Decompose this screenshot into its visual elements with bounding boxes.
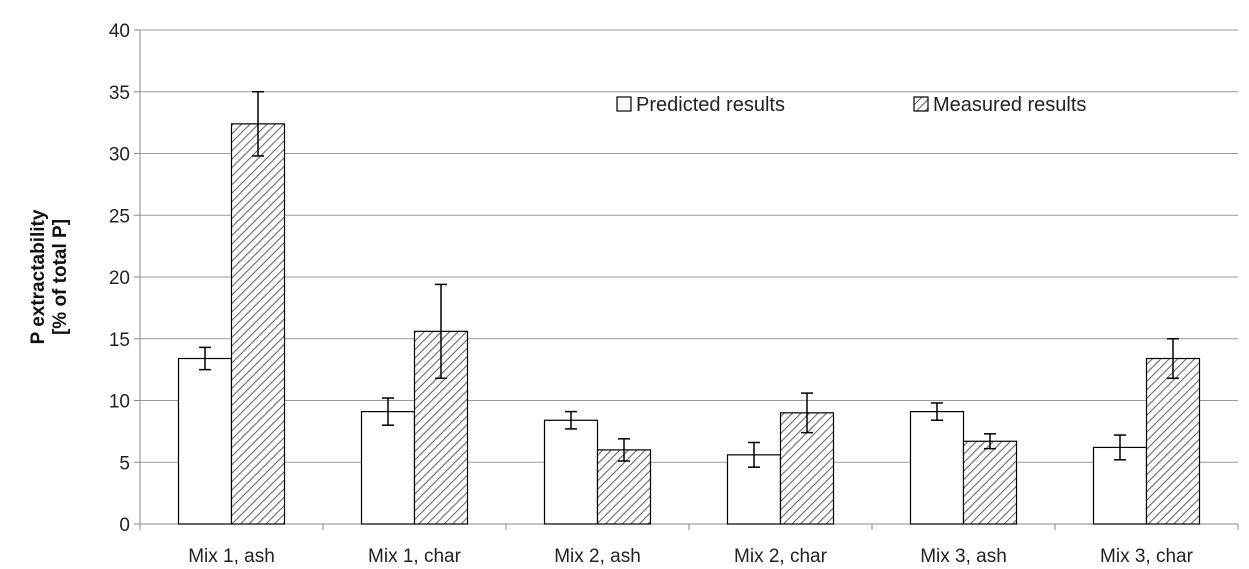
- y-tick-label: 35: [109, 83, 130, 104]
- legend-swatch-predicted: [616, 96, 632, 112]
- error-bar-measured: [435, 283, 447, 380]
- error-bar-predicted: [199, 346, 211, 371]
- bar-measured: [962, 440, 1018, 525]
- legend: Predicted results Measured results: [616, 94, 1086, 116]
- x-tick-label: Mix 3, ash: [920, 546, 1007, 567]
- x-tick-label: Mix 1, char: [368, 546, 462, 567]
- x-tick-label: Mix 2, ash: [554, 546, 641, 567]
- error-bar-measured: [252, 91, 264, 157]
- y-tick-label: 5: [119, 453, 130, 474]
- y-tick-label: 25: [109, 206, 130, 227]
- legend-label-predicted: Predicted results: [636, 94, 785, 116]
- bar-predicted: [177, 357, 233, 525]
- bar-predicted: [543, 419, 599, 525]
- bar-measured: [230, 123, 286, 525]
- error-bar-predicted: [382, 397, 394, 426]
- legend-label-measured: Measured results: [933, 94, 1086, 116]
- error-bar-predicted: [565, 410, 577, 430]
- y-axis-title: P extractability [% of total P]: [28, 209, 71, 344]
- y-tick-label: 40: [109, 21, 130, 42]
- bar-predicted: [909, 411, 965, 525]
- bar-measured: [1145, 357, 1201, 525]
- bar-measured: [596, 449, 652, 525]
- bars: [177, 123, 1201, 525]
- y-axis-title-line-2: [% of total P]: [50, 219, 71, 335]
- error-bar-predicted: [748, 441, 760, 468]
- x-tick-labels: Mix 1, ash Mix 1, char Mix 2, ash Mix 2, ch…: [139, 524, 1239, 567]
- gridlines: [140, 29, 1238, 463]
- y-tick-label: 20: [109, 268, 130, 289]
- y-tick-label: 30: [109, 145, 130, 166]
- error-bar-measured: [618, 438, 630, 462]
- error-bar-measured: [1167, 338, 1179, 380]
- bar-predicted: [360, 411, 416, 525]
- legend-swatch-measured: [913, 96, 929, 112]
- error-bars: [199, 91, 1179, 468]
- y-tick-labels: 0 5 10 15 20 25 30 35 40: [109, 21, 140, 536]
- error-bar-measured: [984, 433, 996, 450]
- y-axis-title-line-1: P extractability: [28, 209, 49, 344]
- x-tick-label: Mix 3, char: [1100, 546, 1194, 567]
- legend-item-predicted: Predicted results: [616, 94, 785, 116]
- y-tick-label: 15: [109, 330, 130, 351]
- error-bar-predicted: [1114, 434, 1126, 461]
- y-tick-label: 10: [109, 392, 130, 413]
- y-tick-label: 0: [119, 515, 130, 536]
- error-bar-predicted: [931, 402, 943, 422]
- x-tick-label: Mix 2, char: [734, 546, 828, 567]
- legend-item-measured: Measured results: [913, 94, 1086, 116]
- error-bar-measured: [801, 392, 813, 434]
- x-tick-label: Mix 1, ash: [188, 546, 275, 567]
